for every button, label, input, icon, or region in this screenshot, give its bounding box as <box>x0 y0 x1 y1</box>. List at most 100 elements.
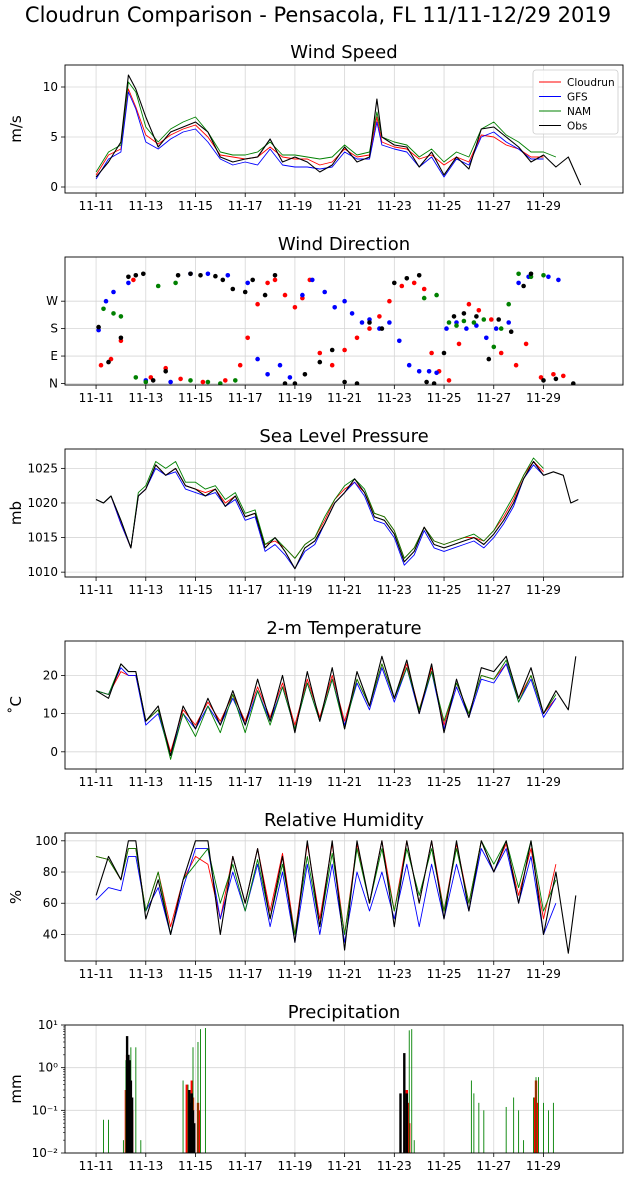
x-tick-label: 11-17 <box>228 391 263 405</box>
legend-label: NAM <box>567 106 591 118</box>
data-point <box>466 301 472 307</box>
data-point <box>516 280 521 286</box>
y-tick-label: N <box>49 376 58 390</box>
x-tick-label: 11-21 <box>327 391 362 405</box>
panel-title: Wind Direction <box>278 234 410 255</box>
data-point <box>103 298 109 304</box>
data-point <box>476 308 482 313</box>
data-point <box>225 273 231 278</box>
data-point <box>426 369 432 374</box>
y-tick-label: E <box>50 349 58 363</box>
x-tick-label: 11-23 <box>377 1159 412 1173</box>
data-point <box>377 314 382 319</box>
series-line-gfs <box>95 91 544 180</box>
data-point <box>498 326 504 331</box>
x-tick-label: 11-15 <box>178 199 213 213</box>
y-tick-label: 10 <box>43 707 58 721</box>
plot-frame <box>64 832 624 962</box>
series-bars-obs <box>125 1036 408 1153</box>
data-point <box>461 318 467 324</box>
data-point <box>481 317 487 322</box>
series-points-obs <box>96 271 576 385</box>
data-point <box>96 324 101 330</box>
data-point <box>106 359 111 365</box>
data-point <box>553 376 559 382</box>
data-point <box>168 379 173 385</box>
data-point <box>329 362 335 368</box>
x-tick-label: 11-13 <box>128 583 163 597</box>
data-point <box>521 283 526 289</box>
data-point <box>541 378 546 383</box>
data-point <box>349 311 355 316</box>
x-tick-label: 11-29 <box>526 967 561 981</box>
x-tick-label: 11-15 <box>178 583 213 597</box>
y-tick-label: 10¹ <box>38 1018 58 1032</box>
series-line-nam <box>95 81 557 173</box>
x-tick-label: 11-25 <box>427 199 462 213</box>
data-point <box>255 301 260 307</box>
y-tick-label: 60 <box>43 896 58 910</box>
x-tick-label: 11-23 <box>377 967 412 981</box>
data-point <box>272 273 278 278</box>
data-point <box>245 335 250 341</box>
data-point <box>354 335 360 341</box>
series-line-cloudrun <box>95 461 544 559</box>
x-tick-label: 11-19 <box>277 967 312 981</box>
x-tick-label: 11-21 <box>327 775 362 789</box>
data-point <box>491 344 497 350</box>
series-line-nam <box>95 457 544 559</box>
x-tick-label: 11-11 <box>79 199 114 213</box>
data-point <box>387 298 392 304</box>
data-point <box>111 289 116 295</box>
y-axis: 0 10 20 <box>43 668 65 759</box>
data-point <box>523 341 529 347</box>
data-point <box>223 378 228 383</box>
data-point <box>155 283 161 289</box>
data-point <box>486 356 492 362</box>
data-point <box>292 381 298 385</box>
y-tick-label: 1025 <box>27 461 58 475</box>
x-axis: 11-11 11-13 11-15 11-17 11-19 11-21 11-23 11-25… <box>79 385 561 405</box>
data-point <box>367 320 372 325</box>
series-line-cloudrun <box>95 88 544 176</box>
x-tick-label: 11-27 <box>476 583 511 597</box>
grid <box>65 257 623 385</box>
x-tick-label: 11-21 <box>327 583 362 597</box>
y-axis-label: mb <box>7 501 25 525</box>
y-tick-label: 40 <box>43 927 58 941</box>
y-axis-label: m/s <box>7 115 25 143</box>
data-point <box>98 362 104 368</box>
data-point <box>230 286 236 292</box>
x-tick-label: 11-25 <box>427 583 462 597</box>
x-tick-label: 11-11 <box>79 583 114 597</box>
data-point <box>411 280 417 286</box>
data-point <box>213 273 218 279</box>
x-tick-label: 11-29 <box>526 199 561 213</box>
y-axis: 40 60 80 100 <box>35 834 65 941</box>
x-tick-label: 11-27 <box>476 1159 511 1173</box>
precip-bar <box>125 1036 129 1153</box>
data-point <box>397 338 402 344</box>
series-line-gfs <box>95 464 544 570</box>
data-point <box>265 372 270 377</box>
x-tick-label: 11-27 <box>476 775 511 789</box>
x-tick-label: 11-29 <box>526 775 561 789</box>
data-point <box>118 335 124 341</box>
series-bars-nam <box>103 1028 554 1153</box>
y-tick-label: W <box>46 294 58 308</box>
data-point <box>282 292 288 298</box>
x-tick-label: 11-25 <box>427 1159 462 1173</box>
data-point <box>141 271 146 277</box>
data-point <box>464 326 469 331</box>
data-point <box>416 369 422 374</box>
data-point <box>392 280 397 286</box>
legend-label: Cloudrun <box>567 77 615 89</box>
data-point <box>506 301 512 307</box>
x-axis: 11-11 11-13 11-15 11-17 11-19 11-21 11-23 11-25… <box>79 1153 561 1173</box>
data-point <box>421 286 427 292</box>
x-tick-label: 11-25 <box>427 967 462 981</box>
x-tick-label: 11-25 <box>427 775 462 789</box>
y-axis-label: ˚C <box>7 696 25 714</box>
x-tick-label: 11-13 <box>128 967 163 981</box>
